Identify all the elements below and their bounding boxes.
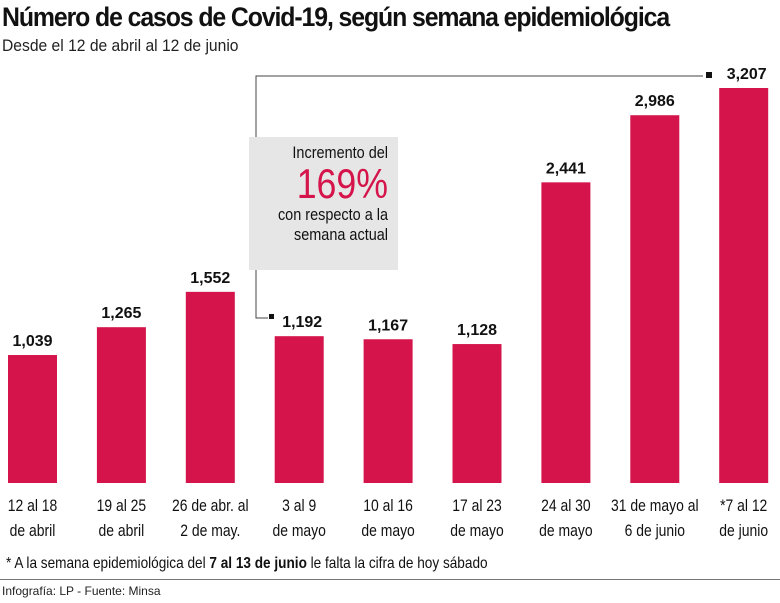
category-label: de mayo	[539, 522, 592, 541]
bar-1	[8, 355, 57, 483]
category-label: 26 de abr. al	[172, 497, 249, 516]
value-label: 1,552	[190, 270, 230, 287]
chart-subtitle: Desde el 12 de abril al 12 de junio	[2, 36, 239, 55]
bar-9	[719, 88, 769, 483]
bar-4	[274, 336, 324, 483]
marker-square	[706, 72, 712, 78]
category-label: de abril	[10, 522, 56, 541]
category-label: *7 al 12	[720, 497, 767, 516]
bar-5	[363, 339, 413, 483]
credit: Infografía: LP - Fuente: Minsa	[2, 584, 161, 598]
bar-3	[185, 291, 235, 483]
value-label: 1,039	[13, 333, 53, 350]
value-label: 2,441	[546, 160, 586, 177]
bar-8	[630, 115, 680, 483]
category-label: 17 al 23	[452, 497, 502, 516]
value-label: 1,192	[282, 314, 322, 331]
value-label: 1,167	[368, 317, 408, 334]
category-label: 3 al 9	[282, 497, 316, 516]
bar-7	[541, 182, 591, 483]
footnote: * A la semana epidemiológica del 7 al 13…	[6, 555, 488, 573]
callout-line2: con respecto a la	[277, 205, 388, 224]
category-label: de mayo	[361, 522, 414, 541]
marker-square	[269, 314, 274, 319]
footnote-suffix: le falta la cifra de hoy sábado	[306, 555, 488, 572]
category-label: de junio	[719, 522, 768, 541]
footnote-prefix: * A la semana epidemiológica del	[6, 555, 210, 572]
bar-6	[452, 344, 502, 483]
category-label: 19 al 25	[97, 497, 147, 516]
value-label: 3,207	[727, 66, 767, 83]
category-label: 10 al 16	[363, 497, 413, 516]
callout-percent: 169%	[296, 160, 388, 207]
connector-line-top	[255, 75, 703, 137]
value-label: 2,986	[635, 93, 675, 110]
value-label: 1,265	[101, 305, 141, 322]
category-label: de abril	[99, 522, 145, 541]
callout-line1: Incremento del	[292, 143, 388, 162]
category-label: 31 de mayo al	[611, 497, 699, 516]
value-label: 1,128	[457, 322, 497, 339]
category-label: 6 de junio	[625, 522, 685, 541]
category-label: 24 al 30	[541, 497, 591, 516]
callout-line3: semana actual	[294, 225, 388, 244]
category-label: de mayo	[450, 522, 503, 541]
category-label: de mayo	[272, 522, 325, 541]
category-label: 12 al 18	[8, 497, 58, 516]
footnote-bold: 7 al 13 de junio	[209, 555, 307, 572]
divider	[0, 579, 780, 580]
bar-2	[96, 327, 146, 483]
chart-title: Número de casos de Covid-19, según seman…	[2, 2, 670, 32]
category-label: 2 de may.	[180, 522, 240, 541]
increase-callout: Incremento del 169% con respecto a la se…	[249, 137, 398, 270]
connector-line-bottom	[255, 270, 268, 319]
